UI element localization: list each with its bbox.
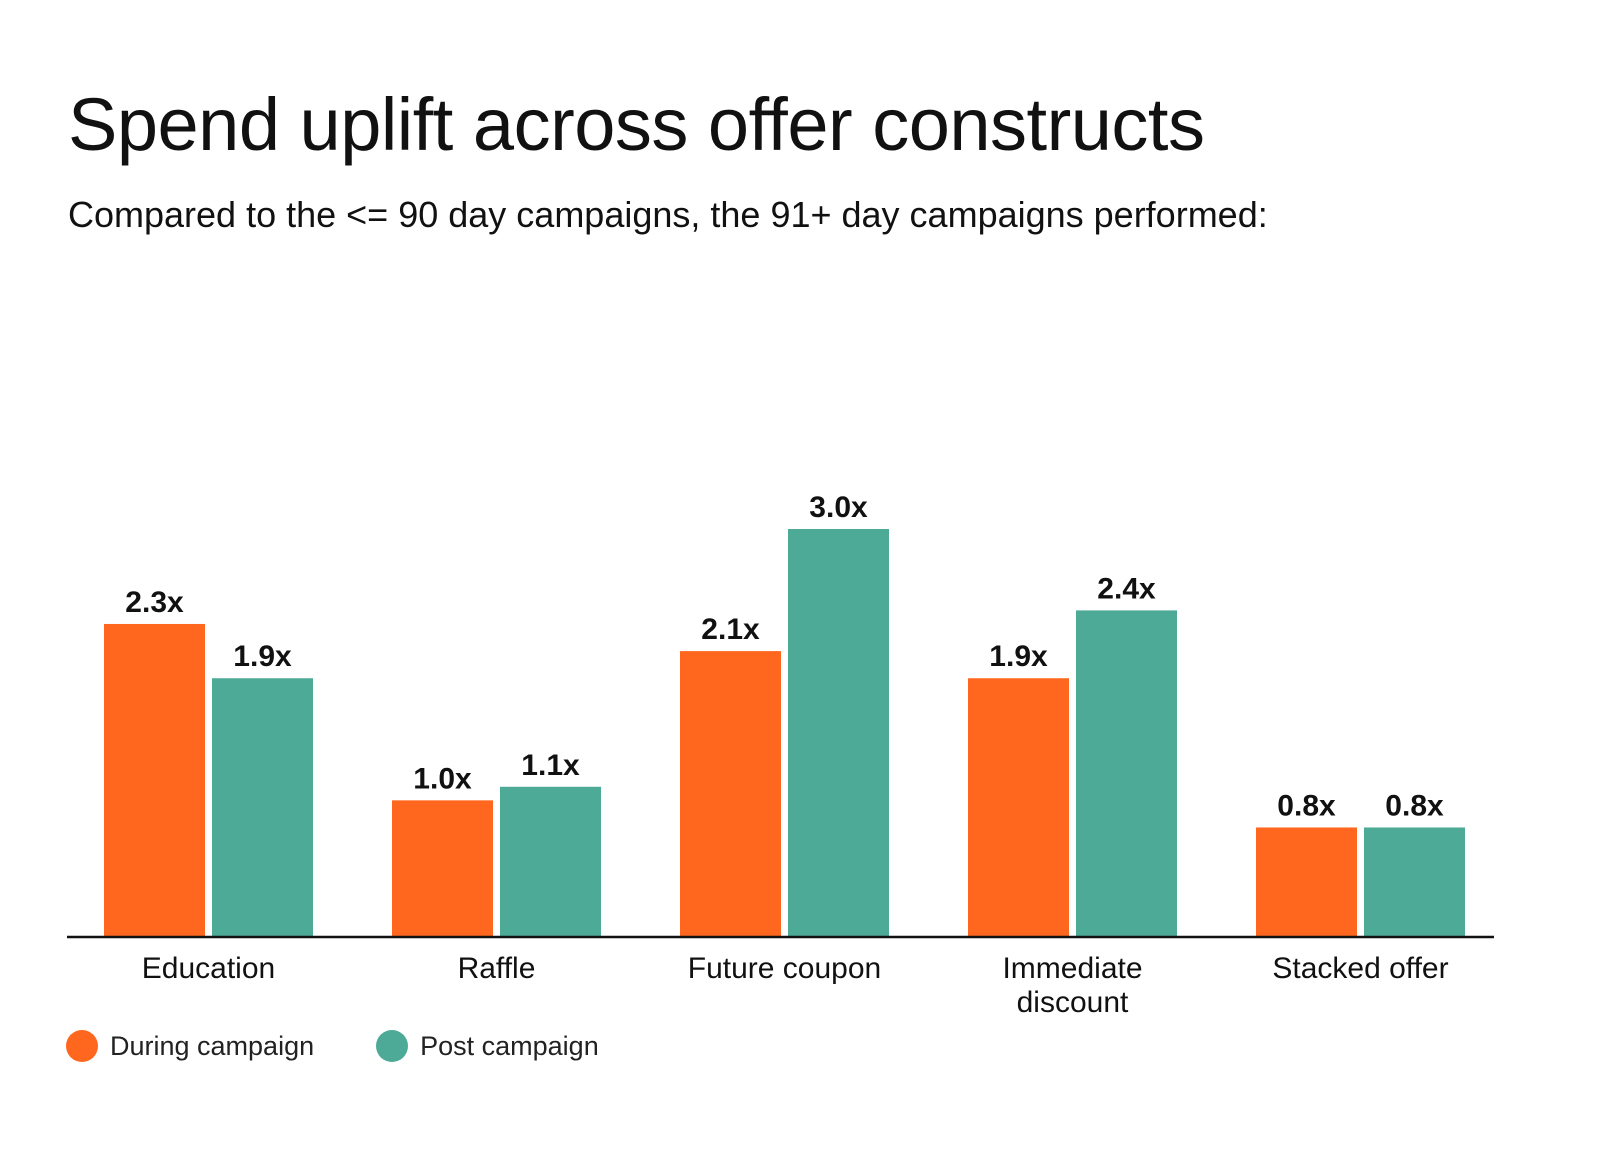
value-label-during-0: 2.3x [125, 586, 184, 619]
bar-post-0 [212, 678, 313, 936]
category-label-3: Immediate discount [1002, 952, 1142, 1019]
category-label-0: Education [142, 952, 275, 985]
value-label-post-3: 2.4x [1097, 572, 1156, 605]
legend: During campaign Post campaign [66, 1030, 661, 1062]
bar-during-0 [104, 623, 205, 936]
value-label-post-2: 3.0x [809, 491, 868, 524]
category-label-2: Future coupon [688, 952, 881, 985]
bar-post-4 [1364, 827, 1465, 936]
value-label-post-1: 1.1x [521, 749, 580, 782]
legend-item-post: Post campaign [376, 1030, 599, 1062]
legend-label-during: During campaign [110, 1030, 315, 1061]
value-label-during-1: 1.0x [413, 762, 472, 795]
value-label-during-4: 0.8x [1277, 789, 1336, 822]
bar-during-2 [680, 651, 781, 936]
bar-during-3 [968, 678, 1069, 936]
bar-during-1 [392, 800, 493, 936]
chart-title: Spend uplift across offer constructs [68, 83, 1205, 166]
value-label-during-2: 2.1x [701, 613, 760, 646]
category-label-1: Raffle [458, 952, 536, 985]
category-label-4: Stacked offer [1272, 952, 1448, 985]
legend-item-during: During campaign [66, 1030, 314, 1062]
value-label-post-0: 1.9x [233, 640, 292, 673]
value-label-post-4: 0.8x [1385, 789, 1444, 822]
bar-post-2 [788, 529, 889, 936]
bar-during-4 [1256, 827, 1357, 936]
legend-label-post: Post campaign [420, 1030, 599, 1061]
bar-post-3 [1076, 610, 1177, 936]
legend-swatch-during [66, 1030, 98, 1062]
bar-post-1 [500, 786, 601, 936]
value-label-during-3: 1.9x [989, 640, 1048, 673]
chart-subtitle: Compared to the <= 90 day campaigns, the… [68, 194, 1268, 235]
legend-swatch-post [376, 1030, 409, 1062]
